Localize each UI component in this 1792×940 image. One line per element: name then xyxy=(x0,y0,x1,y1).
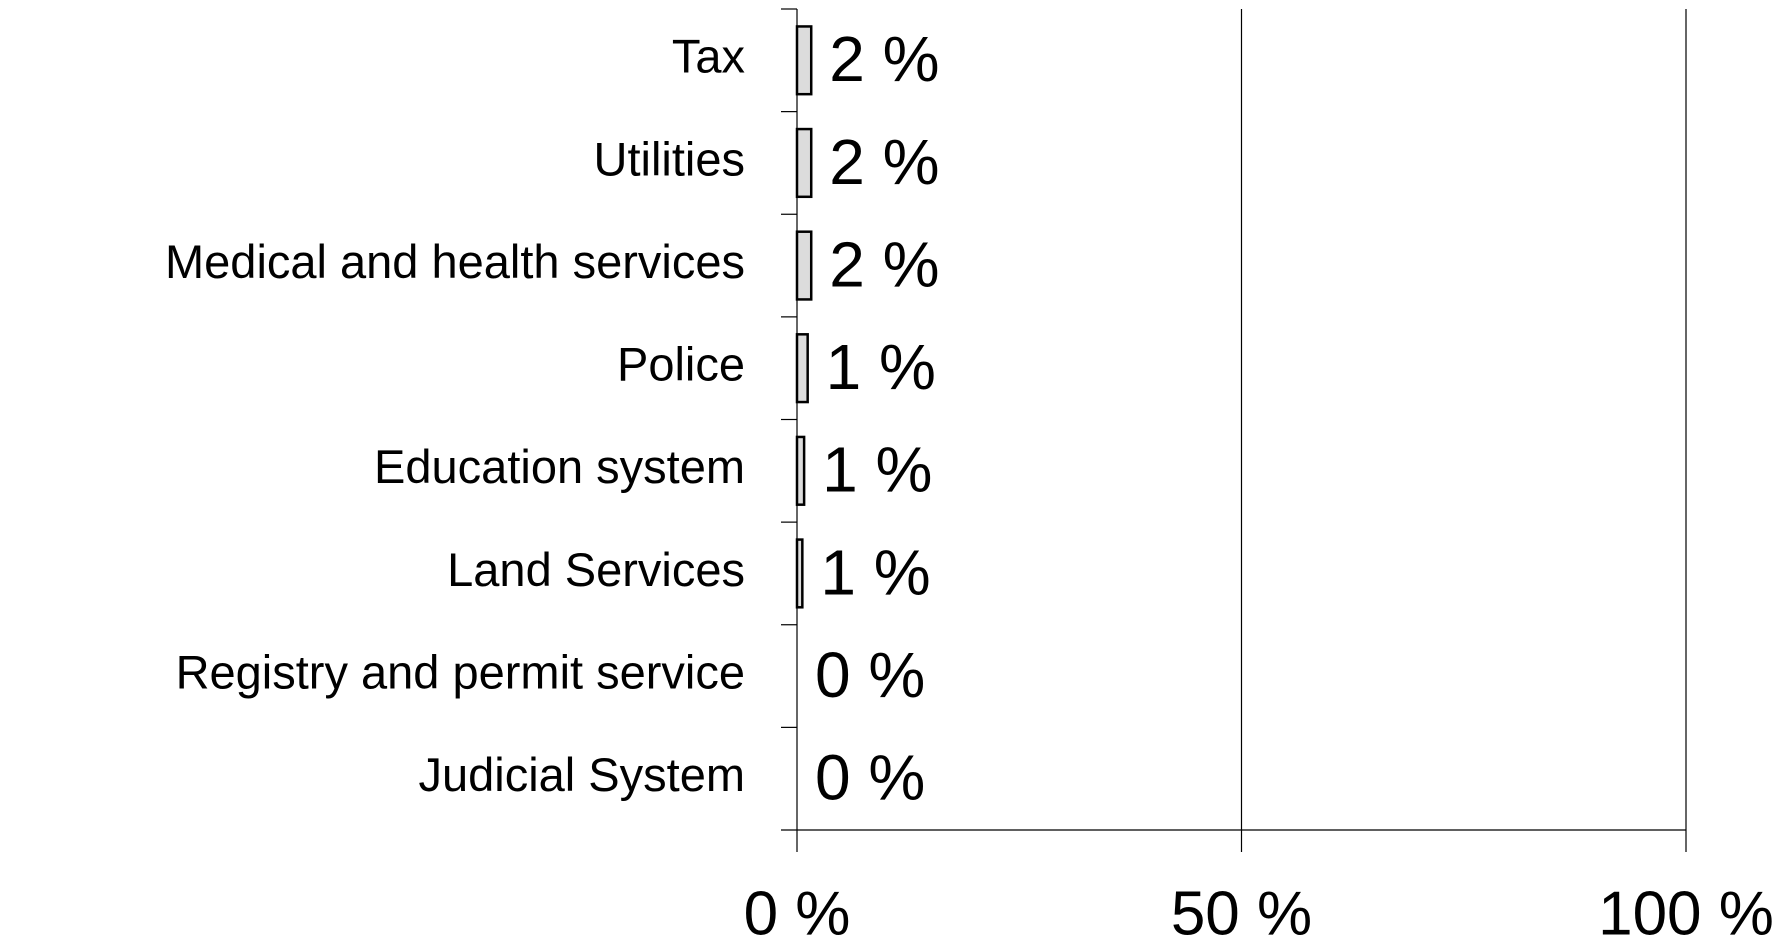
y-tick-label: Judicial System xyxy=(419,748,746,801)
data-label: 2 % xyxy=(829,126,939,198)
data-label: 1 % xyxy=(822,434,932,506)
bar xyxy=(795,25,813,96)
data-label: 0 % xyxy=(815,742,925,814)
bar xyxy=(795,333,809,404)
data-label: 1 % xyxy=(820,536,930,608)
y-tick-label: Registry and permit service xyxy=(176,645,745,698)
y-tick-label: Utilities xyxy=(594,132,745,185)
data-label: 2 % xyxy=(829,23,939,95)
y-tick-label: Medical and health services xyxy=(165,235,745,288)
x-tick-label: 0 % xyxy=(744,879,851,940)
bar xyxy=(795,127,813,199)
data-label: 1 % xyxy=(826,331,936,403)
y-tick-label: Land Services xyxy=(447,543,745,596)
data-label: 2 % xyxy=(829,228,939,300)
bar xyxy=(795,538,804,609)
y-tick-label: Education system xyxy=(374,440,745,493)
x-tick-label: 50 % xyxy=(1171,879,1312,940)
x-tick-label: 100 % xyxy=(1598,879,1774,940)
bar xyxy=(795,435,806,506)
data-label: 0 % xyxy=(815,639,925,711)
y-tick-label: Police xyxy=(617,338,745,391)
bar xyxy=(795,230,813,301)
y-tick-label: Tax xyxy=(672,30,745,83)
